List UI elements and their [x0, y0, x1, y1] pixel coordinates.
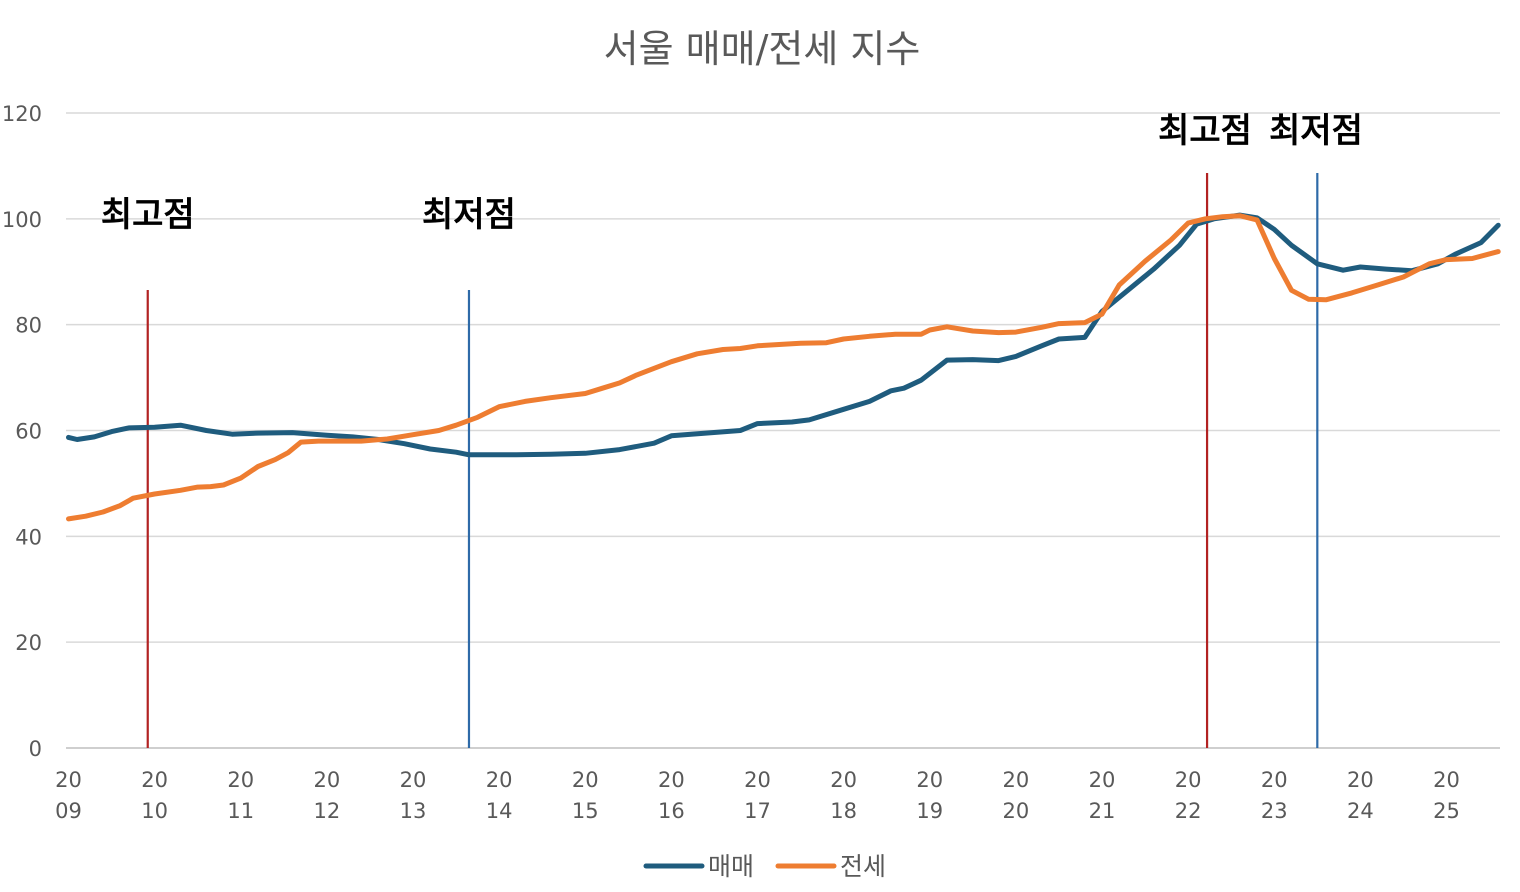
series-line: [66, 213, 1501, 522]
x-tick-label: 21: [1089, 799, 1116, 823]
x-tick-label: 20: [744, 768, 771, 792]
x-tick-label: 20: [1003, 799, 1030, 823]
y-tick-label: 80: [15, 314, 42, 338]
legend: 매매 전세: [643, 852, 886, 881]
x-tick-label: 20: [1003, 768, 1030, 792]
x-tick-label: 20: [314, 768, 341, 792]
x-tick-label: 20: [1347, 768, 1374, 792]
x-axis: 20 09 20 10 20 11 20 12 20 13 20 14 20 15 20 16 20 17 20 18…: [55, 768, 1460, 823]
x-tick-label: 20: [1433, 768, 1460, 792]
y-tick-label: 120: [2, 102, 42, 126]
x-tick-label: 20: [916, 768, 943, 792]
annotation-lines: [146, 173, 1319, 748]
x-tick-label: 19: [916, 799, 943, 823]
x-tick-label: 18: [830, 799, 857, 823]
x-tick-label: 17: [744, 799, 771, 823]
x-tick-label: 10: [141, 799, 168, 823]
legend-label: 매매: [708, 852, 754, 881]
annotation-label: 최고점: [101, 195, 195, 235]
x-tick-label: 20: [55, 768, 82, 792]
x-tick-label: 20: [1089, 768, 1116, 792]
x-tick-label: 20: [1261, 768, 1288, 792]
x-tick-label: 15: [572, 799, 599, 823]
x-tick-label: 12: [314, 799, 341, 823]
x-tick-label: 14: [486, 799, 513, 823]
x-tick-label: 16: [658, 799, 685, 823]
x-tick-label: 09: [55, 799, 82, 823]
x-tick-label: 20: [227, 768, 254, 792]
x-tick-label: 11: [227, 799, 254, 823]
chart-title: 서울 매매/전세 지수: [604, 27, 921, 71]
legend-label: 전세: [840, 852, 886, 881]
annotation-label: 최고점: [1158, 111, 1252, 151]
gridlines: [66, 112, 1500, 749]
x-tick-label: 20: [1175, 768, 1202, 792]
x-tick-label: 23: [1261, 799, 1288, 823]
y-tick-label: 20: [15, 631, 42, 655]
y-tick-label: 100: [2, 208, 42, 232]
y-tick-label: 0: [29, 737, 42, 761]
x-tick-label: 20: [141, 768, 168, 792]
series-lines: [66, 212, 1501, 522]
y-tick-label: 40: [15, 525, 42, 549]
x-tick-label: 20: [400, 768, 427, 792]
series-line: [66, 212, 1501, 458]
x-tick-label: 25: [1433, 799, 1460, 823]
annotation-label: 최저점: [422, 195, 516, 235]
x-tick-label: 13: [400, 799, 427, 823]
y-axis: 0 20 40 60 80 100 120: [2, 102, 42, 761]
x-tick-label: 20: [830, 768, 857, 792]
x-tick-label: 22: [1175, 799, 1202, 823]
y-tick-label: 60: [15, 420, 42, 444]
x-tick-label: 20: [572, 768, 599, 792]
x-tick-label: 24: [1347, 799, 1374, 823]
x-tick-label: 20: [486, 768, 513, 792]
annotation-label: 최저점: [1269, 111, 1363, 151]
x-tick-label: 20: [658, 768, 685, 792]
